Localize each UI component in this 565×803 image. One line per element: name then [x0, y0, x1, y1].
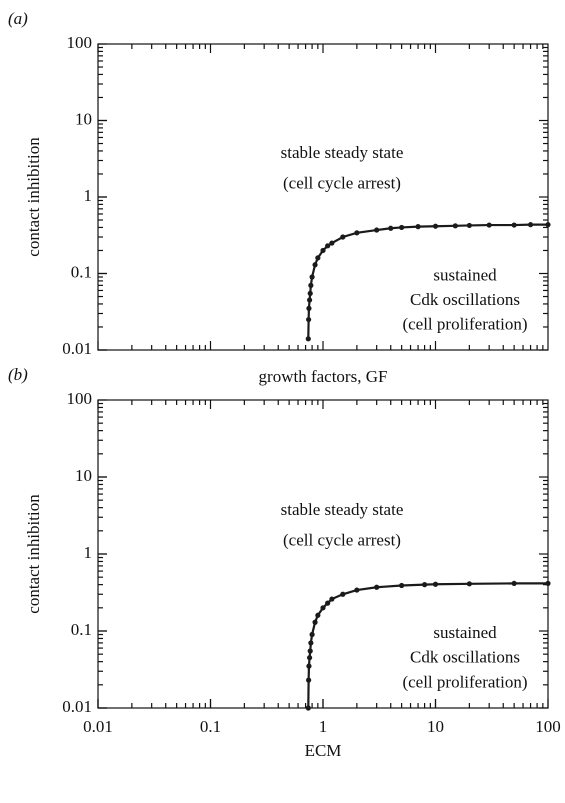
- data-point: [325, 243, 331, 249]
- y-tick-label: 100: [67, 33, 93, 52]
- data-point: [527, 222, 534, 228]
- data-point: [312, 619, 318, 625]
- data-point: [305, 705, 311, 711]
- annotation: (cell cycle arrest): [283, 531, 401, 550]
- panel-label: (a): [8, 9, 28, 28]
- x-tick-label: 100: [535, 717, 561, 736]
- x-axis-label: ECM: [305, 741, 342, 760]
- data-point: [315, 255, 321, 261]
- data-point: [340, 591, 346, 597]
- data-point: [545, 580, 551, 587]
- data-point: [306, 655, 313, 661]
- data-point: [340, 234, 346, 240]
- annotation: (cell proliferation): [402, 672, 527, 691]
- annotation: Cdk oscillations: [410, 290, 520, 309]
- y-axis-label: contact inhibition: [24, 137, 43, 257]
- y-tick-label: 10: [75, 109, 92, 128]
- annotation: stable steady state: [281, 500, 404, 519]
- data-point: [432, 581, 439, 587]
- data-point: [325, 600, 331, 606]
- data-point: [306, 663, 312, 669]
- data-point: [354, 587, 360, 593]
- data-point: [545, 222, 551, 228]
- data-point: [421, 582, 428, 588]
- data-point: [466, 581, 472, 587]
- y-tick-label: 10: [75, 466, 92, 485]
- annotation: sustained: [433, 265, 497, 284]
- data-point: [399, 582, 405, 589]
- data-point: [320, 247, 326, 254]
- data-point: [307, 648, 313, 654]
- data-point: [511, 580, 517, 587]
- data-point: [320, 605, 326, 611]
- data-point: [511, 222, 517, 228]
- y-tick-label: 1: [84, 186, 93, 205]
- y-tick-label: 0.1: [71, 620, 92, 639]
- data-point: [312, 262, 318, 268]
- data-point: [305, 336, 311, 342]
- data-point: [309, 631, 315, 638]
- annotation: stable steady state: [281, 143, 404, 162]
- data-point: [452, 223, 458, 229]
- data-point: [415, 224, 421, 230]
- x-tick-label: 10: [427, 717, 444, 736]
- x-tick-label: 0.1: [200, 717, 221, 736]
- y-tick-label: 100: [67, 389, 93, 408]
- data-point: [354, 230, 360, 236]
- data-point: [329, 240, 335, 246]
- data-point: [399, 224, 405, 231]
- annotation: Cdk oscillations: [410, 648, 520, 667]
- x-tick-label: 0.01: [83, 717, 113, 736]
- x-tick-label: 1: [319, 717, 328, 736]
- data-point: [306, 297, 313, 303]
- annotation: sustained: [433, 623, 497, 642]
- data-point: [432, 223, 439, 229]
- data-point: [315, 612, 321, 618]
- data-point: [329, 596, 335, 602]
- data-point: [486, 222, 492, 228]
- data-point: [466, 222, 472, 229]
- data-point: [374, 584, 380, 590]
- x-axis-label: growth factors, GF: [259, 367, 388, 386]
- data-point: [309, 274, 315, 280]
- data-point: [307, 290, 313, 296]
- data-point: [388, 225, 394, 231]
- data-point: [374, 227, 380, 233]
- data-point: [308, 282, 314, 288]
- y-tick-label: 0.01: [62, 339, 92, 358]
- panel-label: (b): [8, 365, 28, 384]
- data-point: [308, 640, 314, 646]
- annotation: (cell cycle arrest): [283, 174, 401, 193]
- annotation: (cell proliferation): [402, 314, 527, 333]
- y-axis-label: contact inhibition: [24, 494, 43, 614]
- data-point: [306, 677, 312, 683]
- y-tick-label: 0.1: [71, 262, 92, 281]
- y-tick-label: 1: [84, 543, 93, 562]
- y-tick-label: 0.01: [62, 697, 92, 716]
- data-point: [306, 316, 312, 323]
- data-point: [306, 305, 312, 311]
